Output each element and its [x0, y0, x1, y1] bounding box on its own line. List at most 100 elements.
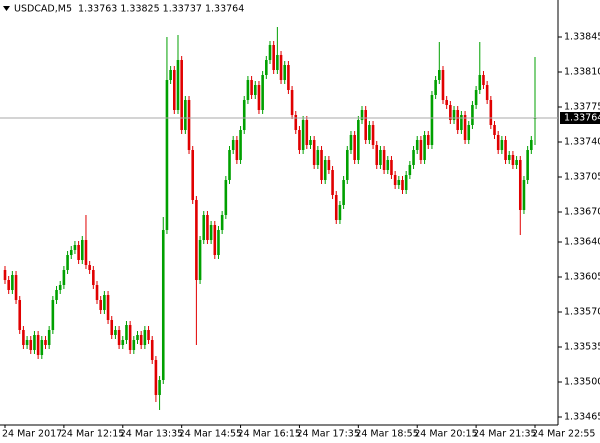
candle-body [88, 265, 91, 270]
candle-body [375, 145, 379, 165]
candle-body [412, 150, 415, 165]
candle-body [110, 320, 114, 335]
candle-body [298, 130, 301, 150]
candle-body [173, 70, 176, 110]
candle-body [36, 335, 40, 355]
candle-body [294, 115, 298, 130]
candle-body [250, 80, 253, 95]
candle-body [7, 280, 10, 290]
candle-body [496, 135, 500, 150]
candle-body [58, 285, 62, 290]
candle-body [246, 80, 250, 100]
candle-body [139, 335, 143, 345]
candle-body [184, 100, 187, 130]
candle-body [18, 300, 22, 330]
candle-body [404, 175, 408, 190]
candle-body [265, 60, 268, 75]
candle-body [69, 250, 73, 255]
candle-body [198, 240, 202, 280]
candle-body [117, 330, 121, 345]
candle-body [143, 330, 147, 345]
candle-body [14, 275, 18, 300]
candle-body [114, 330, 117, 335]
candle-body [209, 225, 213, 240]
candle-body [191, 150, 195, 200]
candle-body [331, 170, 334, 195]
x-tick-label: 24 Mar 12:15 [61, 429, 124, 440]
x-tick-label: 24 Mar 2017 [2, 429, 62, 440]
candle-body [11, 275, 14, 290]
candle-body [150, 340, 154, 360]
y-tick-label: 1.33670 [564, 207, 600, 218]
candle-body [386, 160, 390, 170]
candle-body [202, 215, 206, 240]
candle-body [493, 125, 496, 135]
menu-icon[interactable] [3, 6, 10, 11]
candle-body [228, 150, 231, 180]
candle-body [423, 135, 426, 160]
candle-body [474, 90, 478, 105]
candle-body [3, 270, 7, 280]
candle-body [121, 340, 125, 345]
candle-body [29, 340, 33, 350]
y-tick-label: 1.33775 [564, 102, 600, 113]
candle-body [187, 100, 191, 150]
candle-body [349, 135, 353, 150]
candle-body [449, 105, 452, 120]
candle-body [338, 205, 342, 220]
candle-body [136, 335, 139, 340]
candle-body [195, 200, 198, 280]
candle-body [80, 240, 84, 260]
candle-body [426, 135, 430, 145]
y-tick-label: 1.33810 [564, 67, 600, 78]
candle-body [382, 150, 386, 170]
y-tick-label: 1.33640 [564, 237, 600, 248]
candle-body [489, 100, 493, 125]
candle-body [180, 60, 183, 130]
candle-body [430, 95, 434, 145]
candle-body [500, 140, 504, 150]
candle-body [482, 75, 485, 85]
candle-body [441, 70, 445, 100]
candle-body [51, 300, 55, 330]
candle-body [478, 75, 482, 90]
candle-body [452, 110, 456, 120]
candle-body [515, 160, 518, 165]
candle-body [224, 180, 228, 215]
candle-body [33, 335, 36, 350]
candle-body [66, 255, 69, 270]
candle-body [176, 60, 180, 110]
candle-body [62, 270, 66, 285]
candle-body [438, 70, 441, 80]
y-tick-label: 1.33740 [564, 137, 600, 148]
candle-body [287, 65, 290, 90]
candle-body [161, 230, 165, 380]
last-price-label: 1.33764 [564, 113, 600, 124]
candle-body [371, 125, 375, 145]
chart-title: USDCAD,M5 1.33763 1.33825 1.33737 1.3376… [14, 4, 244, 15]
candle-body [522, 180, 526, 210]
candle-body [397, 180, 401, 185]
candle-body [47, 330, 51, 345]
candle-body [22, 330, 25, 345]
candle-body [530, 140, 533, 150]
candle-body [364, 110, 367, 140]
candle-body [92, 270, 95, 285]
candle-body [25, 340, 29, 345]
y-tick-label: 1.33500 [564, 377, 600, 388]
candle-body [511, 155, 515, 165]
candle-body [379, 150, 382, 165]
x-tick-label: 24 Mar 14:55 [179, 429, 242, 440]
candle-body [206, 215, 209, 240]
candle-body [460, 115, 463, 130]
candle-body [99, 300, 102, 310]
candle-body [272, 45, 275, 70]
candle-body [257, 85, 261, 110]
candle-body [334, 195, 338, 220]
candle-body [169, 70, 172, 80]
x-tick-label: 24 Mar 17:35 [296, 429, 359, 440]
candle-body [360, 110, 364, 120]
candle-body [158, 380, 161, 395]
